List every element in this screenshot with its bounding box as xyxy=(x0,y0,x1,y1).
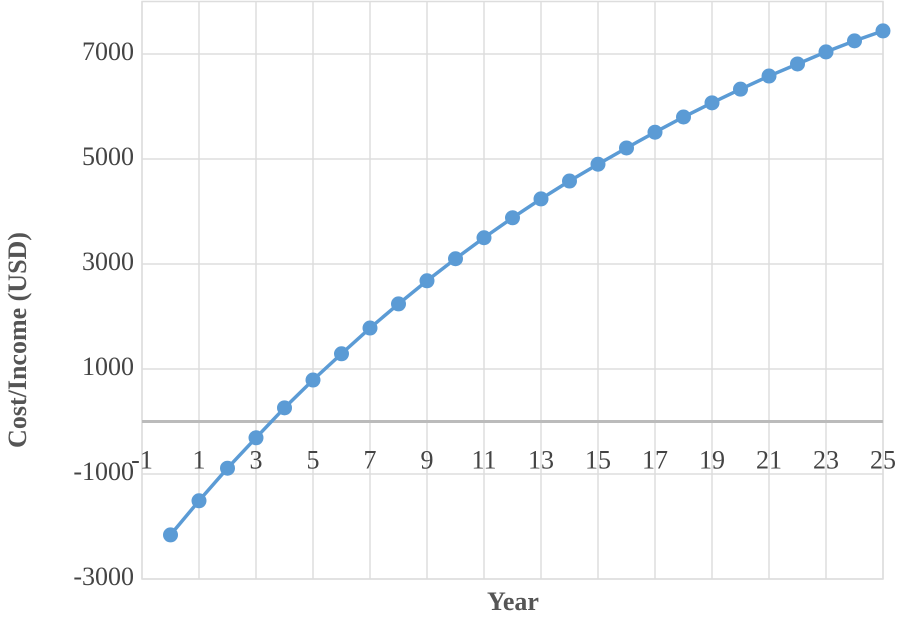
x-tick-label: 9 xyxy=(421,445,434,474)
x-tick-label: 17 xyxy=(642,445,668,474)
data-point xyxy=(277,400,292,416)
data-point xyxy=(761,68,777,84)
x-tick-label: -1 xyxy=(131,445,153,474)
data-point xyxy=(647,124,663,140)
x-tick-label: 7 xyxy=(364,445,377,474)
y-tick-label: 7000 xyxy=(82,37,134,66)
y-tick-label: -1000 xyxy=(73,457,134,486)
x-tick-label: 15 xyxy=(585,445,611,474)
data-point xyxy=(676,109,691,125)
data-point xyxy=(505,210,520,226)
x-tick-label: 25 xyxy=(870,445,896,474)
data-point xyxy=(248,430,264,446)
data-point xyxy=(875,23,891,39)
y-tick-label: 1000 xyxy=(82,352,134,381)
y-axis-label: Cost/Income (USD) xyxy=(3,232,32,448)
plot-border xyxy=(141,0,884,580)
x-tick-label: 1 xyxy=(193,445,206,474)
data-point xyxy=(362,320,378,336)
x-tick-label: 3 xyxy=(250,445,263,474)
data-point xyxy=(220,460,235,476)
data-point xyxy=(818,44,834,60)
data-point xyxy=(448,251,463,267)
data-point xyxy=(619,140,634,156)
x-axis-label: Year xyxy=(487,587,539,616)
data-point xyxy=(334,346,349,362)
y-tick-label: 3000 xyxy=(82,247,134,276)
x-tick-label: 23 xyxy=(813,445,839,474)
x-tick-label: 5 xyxy=(307,445,320,474)
data-point xyxy=(419,273,435,289)
data-point xyxy=(562,173,577,189)
data-point xyxy=(191,493,207,509)
data-point xyxy=(704,95,720,111)
data-point xyxy=(733,81,748,97)
y-tick-label: -3000 xyxy=(73,562,134,591)
data-point xyxy=(533,191,549,207)
x-tick-label: 11 xyxy=(471,445,496,474)
data-point xyxy=(305,372,321,388)
data-point xyxy=(391,296,406,312)
data-point xyxy=(790,56,805,72)
data-point xyxy=(476,230,492,246)
x-tick-label: 13 xyxy=(528,445,554,474)
y-tick-label: 5000 xyxy=(82,142,134,171)
x-tick-label: 21 xyxy=(756,445,782,474)
x-tick-label: 19 xyxy=(699,445,725,474)
data-point xyxy=(847,33,862,49)
data-point xyxy=(163,527,178,543)
data-point xyxy=(590,156,606,172)
